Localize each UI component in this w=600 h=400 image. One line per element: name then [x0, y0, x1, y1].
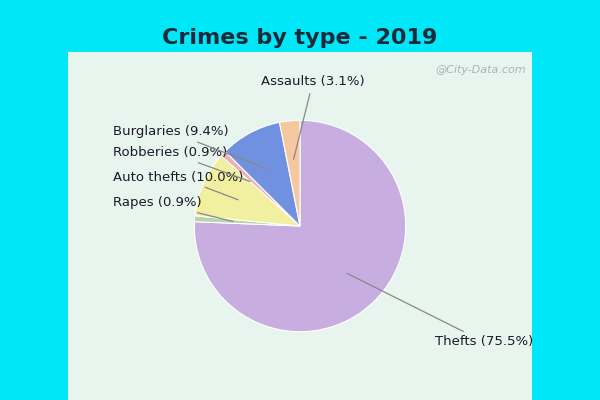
Text: Burglaries (9.4%): Burglaries (9.4%): [113, 126, 266, 168]
Text: Assaults (3.1%): Assaults (3.1%): [261, 75, 365, 159]
Wedge shape: [195, 156, 300, 226]
Text: Auto thefts (10.0%): Auto thefts (10.0%): [113, 170, 244, 200]
Text: Crimes by type - 2019: Crimes by type - 2019: [163, 28, 437, 48]
Wedge shape: [280, 120, 300, 226]
Text: @City-Data.com: @City-Data.com: [435, 65, 526, 75]
Wedge shape: [225, 122, 300, 226]
Text: Thefts (75.5%): Thefts (75.5%): [347, 274, 533, 348]
Wedge shape: [221, 151, 300, 226]
Wedge shape: [194, 120, 406, 332]
Text: Rapes (0.9%): Rapes (0.9%): [113, 196, 233, 222]
Wedge shape: [194, 216, 300, 226]
Text: Robberies (0.9%): Robberies (0.9%): [113, 146, 250, 181]
